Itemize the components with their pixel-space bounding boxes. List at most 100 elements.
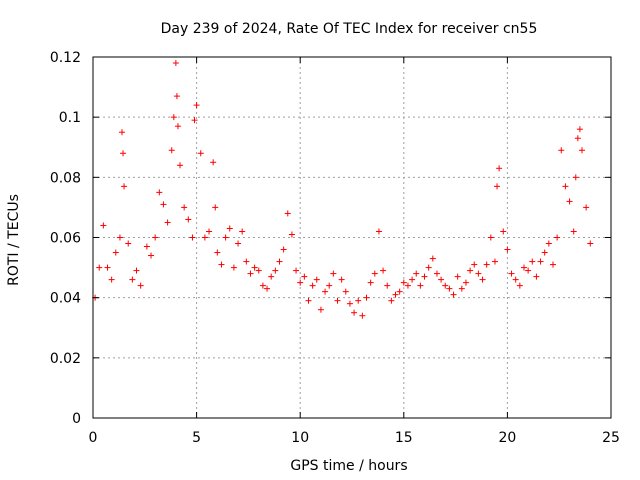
data-point <box>351 309 358 316</box>
data-point <box>119 129 126 136</box>
data-point <box>587 240 594 247</box>
data-point <box>108 276 115 283</box>
data-point <box>280 246 287 253</box>
data-point <box>288 231 295 238</box>
data-points <box>92 60 594 319</box>
data-point <box>574 135 581 142</box>
data-point <box>104 264 111 271</box>
data-point <box>467 267 474 274</box>
data-point <box>533 273 540 280</box>
data-point <box>392 291 399 298</box>
data-point <box>438 276 445 283</box>
data-point <box>413 270 420 277</box>
data-point <box>272 267 279 274</box>
data-point <box>520 264 527 271</box>
data-point <box>259 282 266 289</box>
data-point <box>226 225 233 232</box>
data-point <box>268 273 275 280</box>
data-point <box>251 264 258 271</box>
data-point <box>152 234 159 241</box>
data-point <box>583 204 590 211</box>
data-point <box>284 210 291 217</box>
data-point <box>494 183 501 190</box>
data-point <box>121 183 128 190</box>
data-point <box>218 261 225 268</box>
data-point <box>297 279 304 286</box>
data-point <box>174 123 181 130</box>
data-point <box>417 282 424 289</box>
data-point <box>255 267 262 274</box>
data-point <box>425 264 432 271</box>
data-point <box>363 294 370 301</box>
data-point <box>247 270 254 277</box>
x-axis-label: GPS time / hours <box>290 458 407 474</box>
data-point <box>173 93 180 100</box>
data-point <box>309 282 316 289</box>
data-point <box>112 249 119 256</box>
data-point <box>212 204 219 211</box>
data-point <box>558 147 565 154</box>
data-point <box>177 162 184 169</box>
data-point <box>305 297 312 304</box>
data-point <box>197 150 204 157</box>
data-point <box>458 285 465 292</box>
data-point <box>342 288 349 295</box>
data-point <box>235 240 242 247</box>
data-point <box>576 126 583 133</box>
data-point <box>367 279 374 286</box>
data-point <box>359 312 366 319</box>
data-point <box>317 306 324 313</box>
data-point <box>446 285 453 292</box>
data-point <box>496 165 503 172</box>
data-point <box>143 243 150 250</box>
data-point <box>164 219 171 226</box>
data-point <box>545 240 552 247</box>
data-point <box>170 114 177 121</box>
data-point <box>562 183 569 190</box>
data-point <box>572 174 579 181</box>
data-point <box>96 264 103 271</box>
data-point <box>508 270 515 277</box>
data-point <box>330 270 337 277</box>
data-point <box>293 267 300 274</box>
data-point <box>516 282 523 289</box>
y-tick-label: 0.12 <box>50 50 81 66</box>
data-point <box>479 276 486 283</box>
grid-lines <box>93 57 611 418</box>
data-point <box>189 234 196 241</box>
y-tick-label: 0.04 <box>50 291 81 307</box>
y-tick-label: 0.06 <box>50 231 81 247</box>
data-point <box>429 255 436 262</box>
data-point <box>504 246 511 253</box>
data-point <box>380 267 387 274</box>
x-tick-label: 25 <box>602 430 620 446</box>
data-point <box>454 273 461 280</box>
data-point <box>185 216 192 223</box>
y-tick-label: 0.1 <box>59 110 81 126</box>
x-tick-label: 20 <box>498 430 516 446</box>
data-point <box>168 147 175 154</box>
data-point <box>421 273 428 280</box>
data-point <box>549 261 556 268</box>
data-point <box>462 279 469 286</box>
data-point <box>578 147 585 154</box>
data-point <box>404 282 411 289</box>
data-point <box>326 282 333 289</box>
data-point <box>129 276 136 283</box>
y-tick-label: 0.02 <box>50 351 81 367</box>
data-point <box>191 117 198 124</box>
data-point <box>371 270 378 277</box>
data-point <box>148 252 155 259</box>
data-point <box>529 258 536 265</box>
data-point <box>230 264 237 271</box>
data-point <box>243 258 250 265</box>
data-point <box>334 297 341 304</box>
data-point <box>264 285 271 292</box>
data-point <box>276 258 283 265</box>
data-point <box>222 234 229 241</box>
data-point <box>491 258 498 265</box>
data-point <box>313 276 320 283</box>
data-point <box>206 228 213 235</box>
data-point <box>338 276 345 283</box>
